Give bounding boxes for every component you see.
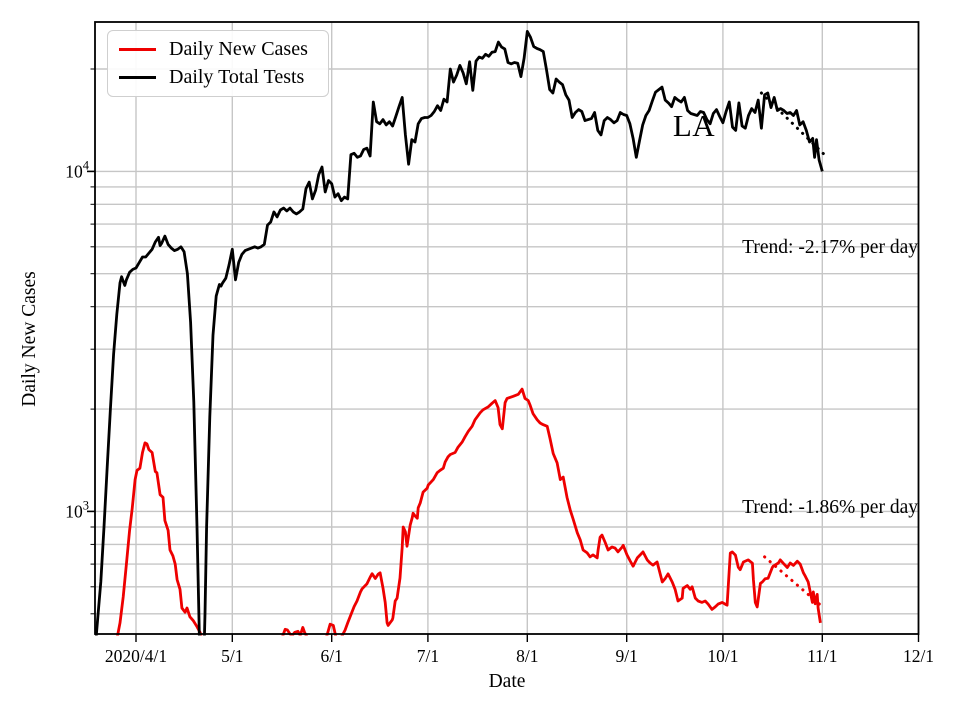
- annotation-trend-cases: Trend: -1.86% per day: [742, 497, 918, 518]
- x-tick-label: 10/1: [707, 646, 738, 666]
- legend-item-daily-total-tests: Daily Total Tests: [108, 66, 328, 89]
- legend-line-sample-black: [119, 75, 156, 79]
- series-daily-new-cases: [116, 387, 822, 636]
- legend-line-sample-red: [119, 48, 156, 52]
- series-tests-trend: [759, 91, 829, 159]
- x-tick-label: 7/1: [417, 646, 439, 666]
- x-tick-label: 12/1: [903, 646, 934, 666]
- y-tick-label: 104: [65, 158, 90, 181]
- x-tick-label: 9/1: [616, 646, 638, 666]
- legend-label: Daily Total Tests: [169, 65, 305, 88]
- x-tick-label: 2020/4/1: [105, 646, 167, 666]
- legend-label: Daily New Cases: [169, 38, 308, 61]
- series-cases-trend: [763, 555, 826, 610]
- y-tick-label: 103: [65, 498, 89, 521]
- x-tick-label: 11/1: [807, 646, 837, 666]
- x-tick-label: 6/1: [321, 646, 343, 666]
- series-daily-total-tests: [95, 29, 824, 636]
- legend: Daily New Cases Daily Total Tests: [107, 30, 329, 97]
- x-tick-label: 5/1: [221, 646, 243, 666]
- plot-border: [94, 21, 920, 635]
- legend-item-daily-new-cases: Daily New Cases: [108, 38, 328, 61]
- x-tick-label: 8/1: [516, 646, 538, 666]
- annotation-trend-tests: Trend: -2.17% per day: [742, 237, 918, 258]
- annotation-la: LA: [672, 108, 716, 143]
- x-axis-label: Date: [488, 671, 526, 692]
- y-axis-label: Daily New Cases: [19, 271, 40, 407]
